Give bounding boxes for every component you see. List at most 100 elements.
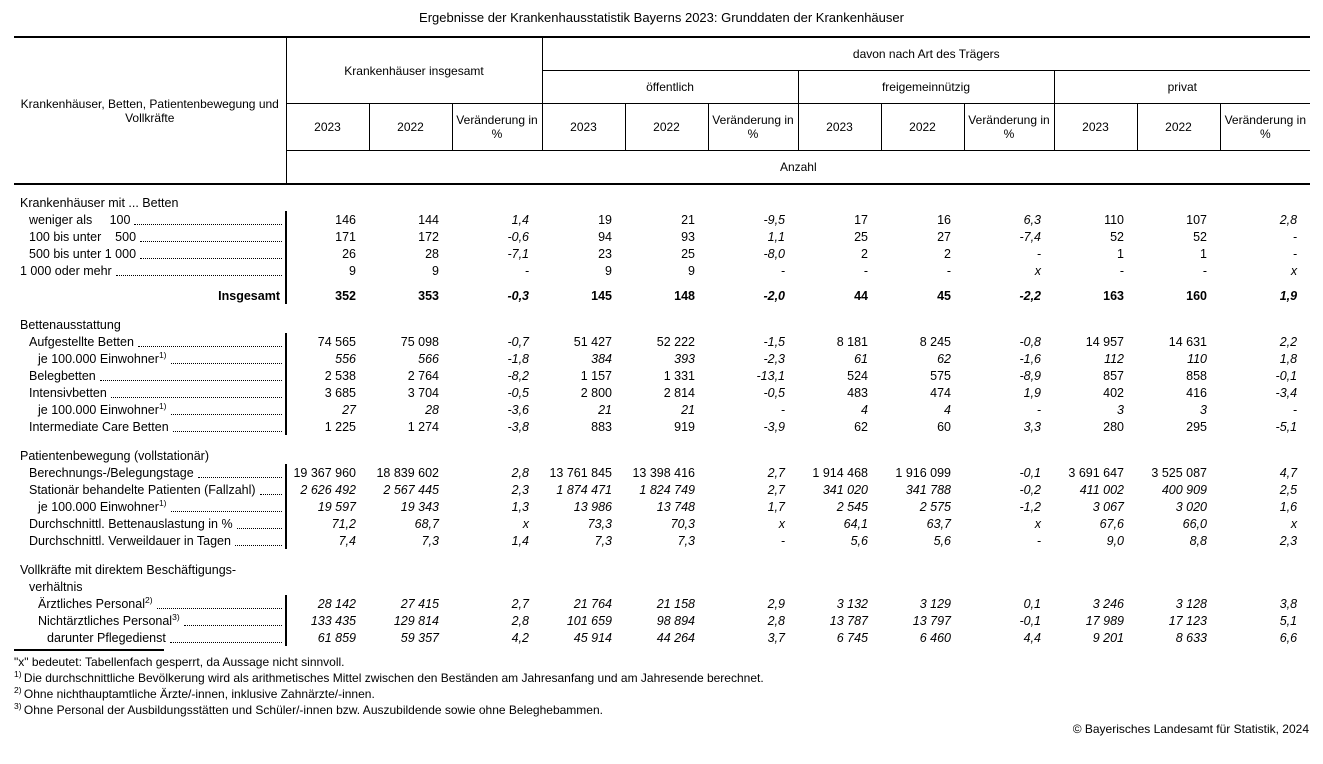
value-cell: - xyxy=(524,264,529,278)
table-row: Belegbetten 2 538 2 764 -8,2 1 157 1 331 -13,1… xyxy=(14,367,1310,384)
value-cell: 3 525 087 xyxy=(1151,466,1207,480)
value-cell: 25 xyxy=(681,247,695,261)
value-cell: 2 814 xyxy=(663,386,695,400)
table-row: darunter Pflegedienst 61 859 59 357 4,2 45 9… xyxy=(14,629,1310,646)
value-cell: 51 427 xyxy=(573,335,612,349)
value-cell: 7,3 xyxy=(421,534,439,548)
value-cell: 21 xyxy=(681,403,695,417)
dotted-leader xyxy=(170,511,282,512)
value-cell: 575 xyxy=(930,369,951,383)
value-cell: 107 xyxy=(1186,213,1207,227)
section-title-row: Patientenbewegung (vollstationär) xyxy=(14,447,1310,464)
value-cell: 68,7 xyxy=(414,517,439,531)
value-cell: x xyxy=(1290,517,1298,531)
value-cell: 1 916 099 xyxy=(895,466,951,480)
value-cell: 566 xyxy=(418,352,439,366)
value-cell: 3 020 xyxy=(1175,500,1207,514)
dotted-leader xyxy=(110,397,282,398)
value-cell: x xyxy=(1034,517,1041,531)
value-cell: 3 246 xyxy=(1092,597,1124,611)
value-cell: 1 874 471 xyxy=(556,483,612,497)
row-label: weniger als 100 xyxy=(29,213,131,227)
value-cell: 19 597 xyxy=(317,500,356,514)
value-cell: 73,3 xyxy=(587,517,612,531)
row-label: 500 bis unter 1 000 xyxy=(29,247,137,261)
row-label: Aufgestellte Betten xyxy=(29,335,134,349)
value-cell: 3 704 xyxy=(407,386,439,400)
value-cell: 1,9 xyxy=(1279,289,1298,303)
table-row: 500 bis unter 1 000 26 28 -7,1 23 25 -8,0 2 2 - 1 1… xyxy=(14,245,1310,262)
value-cell: 45 xyxy=(937,289,951,303)
header-year-2022: 2022 xyxy=(368,103,453,151)
value-cell: 5,1 xyxy=(1279,614,1298,628)
value-cell: 857 xyxy=(1103,369,1124,383)
header-year-2022: 2022 xyxy=(624,103,709,151)
value-cell: 28 xyxy=(425,247,439,261)
value-cell: 341 788 xyxy=(905,483,951,497)
header-group-traeger: davon nach Art des Trägers xyxy=(541,36,1311,71)
value-cell: 93 xyxy=(681,230,695,244)
value-cell: -7,1 xyxy=(507,247,529,261)
value-cell: 3,3 xyxy=(1023,420,1041,434)
row-label-cell: 1 000 oder mehr xyxy=(14,262,287,279)
footnote: 3) Ohne Personal der Ausbildungsstätten … xyxy=(14,701,603,717)
row-label-cell: je 100.000 Einwohner1) xyxy=(14,350,287,367)
footnote-marker: 3) xyxy=(14,701,24,711)
header-year-2022: 2022 xyxy=(880,103,965,151)
header-year-2023: 2023 xyxy=(541,103,626,151)
footnote-separator xyxy=(14,649,164,651)
footnote-marker: 2) xyxy=(14,685,24,695)
row-label-wrap: Nichtärztliches Personal3) xyxy=(14,613,285,629)
value-cell: 352 xyxy=(335,289,356,303)
value-cell: 402 xyxy=(1103,386,1124,400)
dotted-leader xyxy=(170,363,282,364)
value-cell: -3,9 xyxy=(763,420,785,434)
row-label-cell: Intensivbetten xyxy=(14,384,287,401)
dotted-leader xyxy=(140,258,282,259)
value-cell: 4 xyxy=(944,403,951,417)
value-cell: 52 222 xyxy=(656,335,695,349)
spacer-row xyxy=(14,184,1310,194)
value-cell: 3 129 xyxy=(919,597,951,611)
value-cell: 2,8 xyxy=(1279,213,1298,227)
footnote-marker: 1) xyxy=(14,669,24,679)
value-cell: 19 367 960 xyxy=(293,466,356,480)
dotted-leader xyxy=(197,477,282,478)
section-title-cell: Patientenbewegung (vollstationär) xyxy=(14,447,1310,464)
value-cell: 112 xyxy=(1104,352,1124,366)
value-cell: 295 xyxy=(1186,420,1207,434)
row-label-cell: Belegbetten xyxy=(14,367,287,384)
value-cell: 129 814 xyxy=(393,614,439,628)
value-cell: 1,9 xyxy=(1023,386,1041,400)
value-cell: -9,5 xyxy=(763,213,785,227)
value-cell: 1 274 xyxy=(407,420,439,434)
row-label: 100 bis unter 500 xyxy=(29,230,137,244)
row-label-cell: Nichtärztliches Personal3) xyxy=(14,612,287,629)
value-cell: 8 245 xyxy=(919,335,951,349)
table-row: Durchschnittl. Verweildauer in Tagen 7,4 7… xyxy=(14,532,1310,549)
row-label-wrap: darunter Pflegedienst xyxy=(14,631,285,646)
value-cell: 28 142 xyxy=(317,597,356,611)
value-cell: 45 914 xyxy=(573,631,612,645)
table-row: Intensivbetten 3 685 3 704 -0,5 2 800 2 814 -0… xyxy=(14,384,1310,401)
footnote: 1) Die durchschnittliche Bevölkerung wir… xyxy=(14,669,764,685)
value-cell: -0,1 xyxy=(1019,614,1041,628)
row-label: Belegbetten xyxy=(29,369,96,383)
value-cell: 13 986 xyxy=(573,500,612,514)
value-cell: 4,7 xyxy=(1279,466,1298,480)
value-cell: 21 158 xyxy=(656,597,695,611)
dotted-leader xyxy=(140,241,282,242)
value-cell: 2,2 xyxy=(1279,335,1298,349)
value-cell: -5,1 xyxy=(1275,420,1298,434)
dotted-leader xyxy=(172,431,282,432)
value-cell: 1 914 468 xyxy=(812,466,868,480)
value-cell: - xyxy=(946,264,951,278)
row-label-wrap: Aufgestellte Betten xyxy=(14,335,285,350)
row-label-wrap: je 100.000 Einwohner1) xyxy=(14,402,285,418)
value-cell: 13 761 845 xyxy=(549,466,612,480)
header-change: Veränderung in % xyxy=(451,103,543,151)
value-cell: -0,6 xyxy=(507,230,529,244)
value-cell: -1,6 xyxy=(1019,352,1041,366)
row-label: Ärztliches Personal2) xyxy=(38,594,153,611)
section-title-cell: Krankenhäuser mit ... Betten xyxy=(14,194,1310,211)
